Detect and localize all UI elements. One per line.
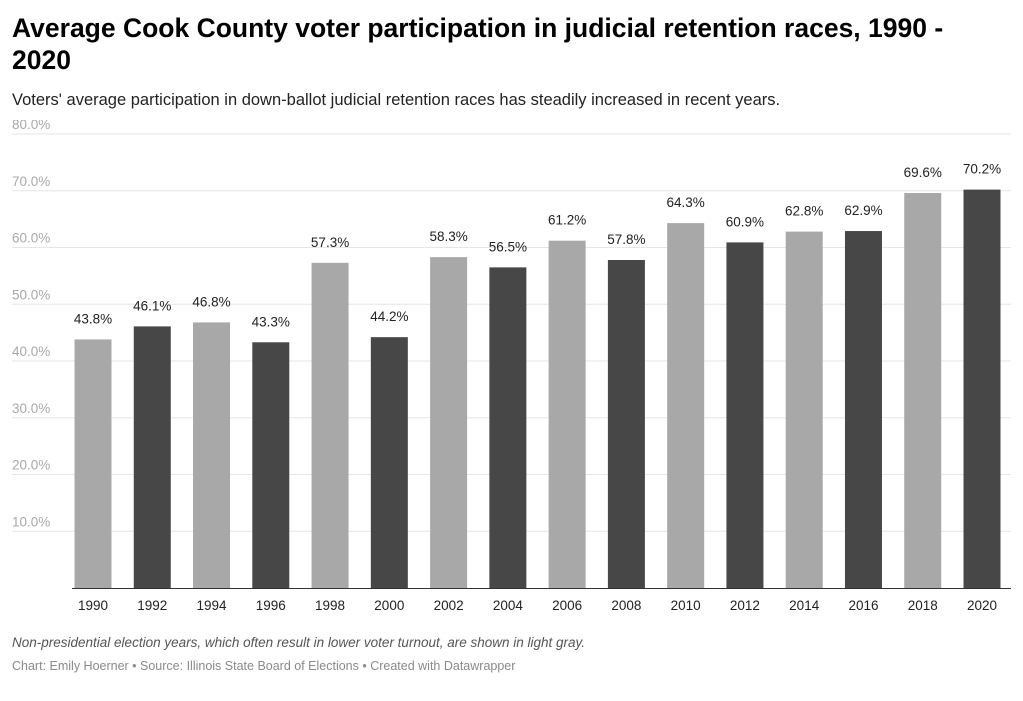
bar-1990 (74, 339, 112, 588)
y-tick-label: 70.0% (12, 174, 50, 189)
x-tick-label: 1996 (256, 598, 286, 613)
x-tick-label: 2004 (493, 598, 524, 613)
bar-1994 (193, 322, 231, 588)
bar-1996 (252, 342, 290, 588)
y-tick-label: 20.0% (12, 458, 50, 473)
bar-2020 (963, 189, 1001, 588)
x-tick-label: 1992 (137, 598, 167, 613)
chart-footer: Chart: Emily Hoerner • Source: Illinois … (12, 659, 516, 673)
x-tick-label: 2000 (374, 598, 404, 613)
x-tick-label: 1998 (315, 598, 345, 613)
x-axis-ticks: 1990 1992 1994 1996 1998 2000 2002 2004 2006 2008… (78, 598, 997, 613)
chart-subtitle: Voters' average participation in down-ba… (12, 91, 781, 109)
bar-2018 (904, 193, 942, 588)
x-tick-label: 2012 (730, 598, 760, 613)
data-labels: 43.8% 46.1% 46.8% 43.3% 57.3% 44.2% 58.3% 56.5%… (74, 162, 1001, 330)
x-tick-label: 2008 (611, 598, 641, 613)
chart-title: Average Cook County voter participation … (12, 13, 944, 75)
bar-1992 (133, 326, 171, 588)
bar-2014 (785, 231, 823, 589)
x-tick-label: 2018 (908, 598, 938, 613)
data-label-1990: 43.8% (74, 311, 112, 326)
x-tick-label: 1990 (78, 598, 108, 613)
data-label-1996: 43.3% (252, 314, 290, 329)
data-label-2012: 60.9% (726, 214, 764, 229)
bar-2004 (489, 267, 527, 588)
data-label-2014: 62.8% (785, 204, 823, 219)
bars (74, 189, 1001, 589)
x-tick-label: 2020 (967, 598, 997, 613)
data-label-2016: 62.9% (844, 203, 882, 218)
bar-2006 (548, 240, 586, 588)
bar-2012 (726, 242, 764, 588)
data-label-2020: 70.2% (963, 162, 1001, 177)
data-label-2006: 61.2% (548, 213, 586, 228)
y-tick-label: 60.0% (12, 231, 50, 246)
data-label-2004: 56.5% (489, 239, 527, 254)
x-tick-label: 1994 (197, 598, 228, 613)
data-label-1998: 57.3% (311, 235, 349, 250)
data-label-2002: 58.3% (429, 229, 467, 244)
bar-chart: 10.0% 20.0% 30.0% 40.0% 50.0% 60.0% 70.0% 80.0%… (12, 120, 1011, 613)
x-tick-label: 2014 (789, 598, 820, 613)
y-tick-label: 30.0% (12, 401, 50, 416)
chart-note: Non-presidential election years, which o… (12, 635, 586, 650)
bar-2000 (370, 337, 408, 588)
y-tick-label: 80.0% (12, 120, 50, 132)
data-label-2000: 44.2% (370, 309, 408, 324)
bar-2002 (430, 257, 468, 588)
bar-2016 (844, 231, 882, 588)
data-label-2018: 69.6% (904, 165, 942, 180)
x-tick-label: 2006 (552, 598, 582, 613)
data-label-1992: 46.1% (133, 298, 171, 313)
bar-2010 (667, 223, 705, 588)
y-tick-label: 50.0% (12, 287, 50, 302)
data-label-2008: 57.8% (607, 232, 645, 247)
y-tick-label: 40.0% (12, 344, 50, 359)
x-tick-label: 2002 (434, 598, 464, 613)
y-tick-label: 10.0% (12, 514, 50, 529)
data-label-1994: 46.8% (192, 294, 230, 309)
bar-1998 (311, 262, 349, 588)
x-tick-label: 2010 (671, 598, 701, 613)
x-tick-label: 2016 (848, 598, 878, 613)
bar-2008 (607, 259, 645, 588)
data-label-2010: 64.3% (667, 195, 705, 210)
